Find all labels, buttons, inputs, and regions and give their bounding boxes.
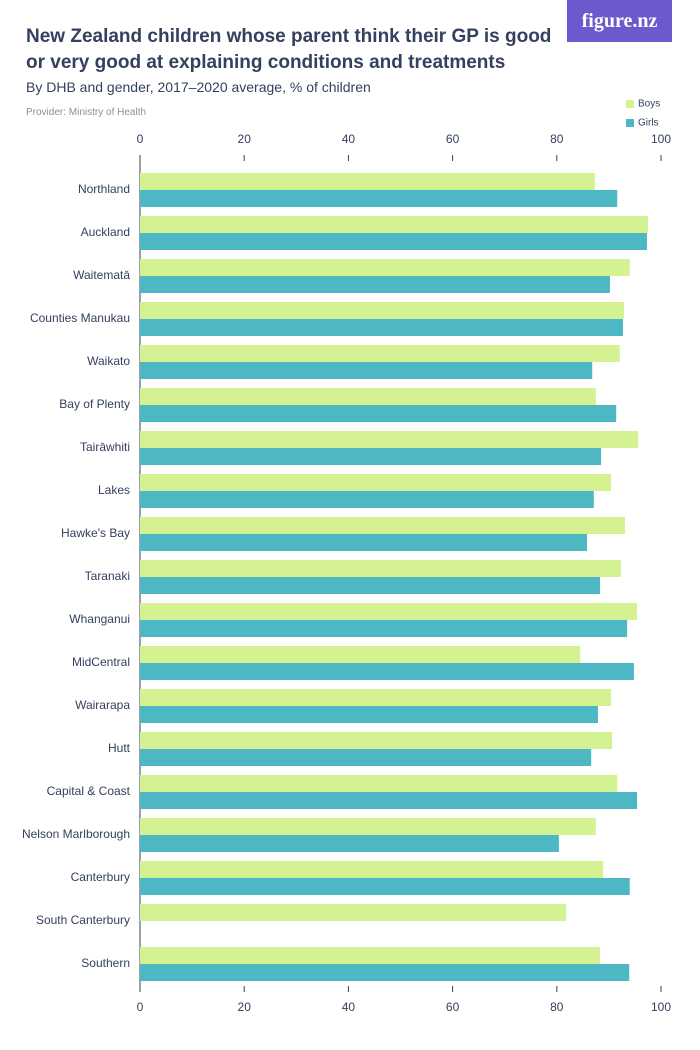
bar (140, 431, 639, 448)
x-tick-label: 60 (446, 132, 460, 146)
bar (140, 345, 620, 362)
bar (140, 517, 626, 534)
y-tick-label: Canterbury (71, 870, 130, 884)
y-tick-label: Auckland (81, 225, 130, 239)
bar (140, 362, 593, 379)
bar (140, 749, 592, 766)
y-tick-label: Bay of Plenty (59, 397, 130, 411)
y-tick-label: South Canterbury (36, 913, 130, 927)
y-tick-label: Wairarapa (75, 698, 130, 712)
bar (140, 173, 595, 190)
caption: Provider: Ministry of Health (26, 107, 147, 118)
bar (140, 405, 617, 422)
bar (140, 577, 601, 594)
bar (140, 964, 630, 981)
bar (140, 276, 610, 293)
y-tick-label: Nelson Marlborough (22, 827, 130, 841)
x-tick-label: 0 (137, 132, 144, 146)
bar (140, 904, 567, 921)
y-tick-label: Northland (78, 182, 130, 196)
y-tick-label: Hutt (108, 741, 131, 755)
x-tick-label: 60 (446, 1000, 460, 1014)
bar (140, 319, 623, 336)
bar (140, 706, 598, 723)
y-tick-label: Taranaki (85, 569, 130, 583)
bar (140, 620, 628, 637)
y-tick-label: Waitematā (73, 268, 130, 282)
bar (140, 861, 604, 878)
x-tick-label: 80 (550, 132, 564, 146)
y-tick-label: Whanganui (69, 612, 130, 626)
y-tick-label: Hawke's Bay (61, 526, 130, 540)
bar (140, 603, 638, 620)
x-tick-label: 40 (342, 1000, 356, 1014)
legend-swatch (626, 119, 634, 127)
x-tick-label: 80 (550, 1000, 564, 1014)
bar (140, 775, 618, 792)
bar (140, 302, 625, 319)
y-tick-label: Lakes (98, 483, 130, 497)
y-tick-label: Counties Manukau (30, 311, 130, 325)
legend-label: Boys (638, 99, 660, 110)
x-tick-label: 100 (651, 132, 671, 146)
bar (140, 233, 647, 250)
bar (140, 448, 602, 465)
legend-swatch (626, 100, 634, 108)
bar (140, 474, 611, 491)
bar (140, 835, 559, 852)
bar (140, 818, 596, 835)
bar (140, 388, 596, 405)
bar (140, 534, 588, 551)
y-tick-label: Capital & Coast (47, 784, 131, 798)
y-tick-label: Waikato (87, 354, 130, 368)
chart-title: New Zealand children whose parent think … (26, 26, 552, 73)
bar (140, 663, 634, 680)
legend-label: Girls (638, 118, 659, 129)
x-tick-label: 0 (137, 1000, 144, 1014)
bar (140, 491, 594, 508)
bar (140, 259, 630, 276)
x-tick-label: 100 (651, 1000, 671, 1014)
chart-subtitle: By DHB and gender, 2017–2020 average, % … (26, 79, 371, 95)
bar (140, 878, 630, 895)
bar (140, 560, 621, 577)
bar (140, 792, 638, 809)
logo: figure.nz (567, 0, 672, 42)
y-tick-label: Tairāwhiti (80, 440, 130, 454)
bar (140, 947, 601, 964)
bar (140, 689, 611, 706)
y-tick-label: MidCentral (72, 655, 130, 669)
bar (140, 732, 613, 749)
y-tick-label: Southern (81, 956, 130, 970)
x-tick-label: 40 (342, 132, 356, 146)
bar (140, 216, 648, 233)
x-tick-label: 20 (238, 1000, 252, 1014)
bar (140, 190, 618, 207)
bar (140, 646, 581, 663)
x-tick-label: 20 (238, 132, 252, 146)
